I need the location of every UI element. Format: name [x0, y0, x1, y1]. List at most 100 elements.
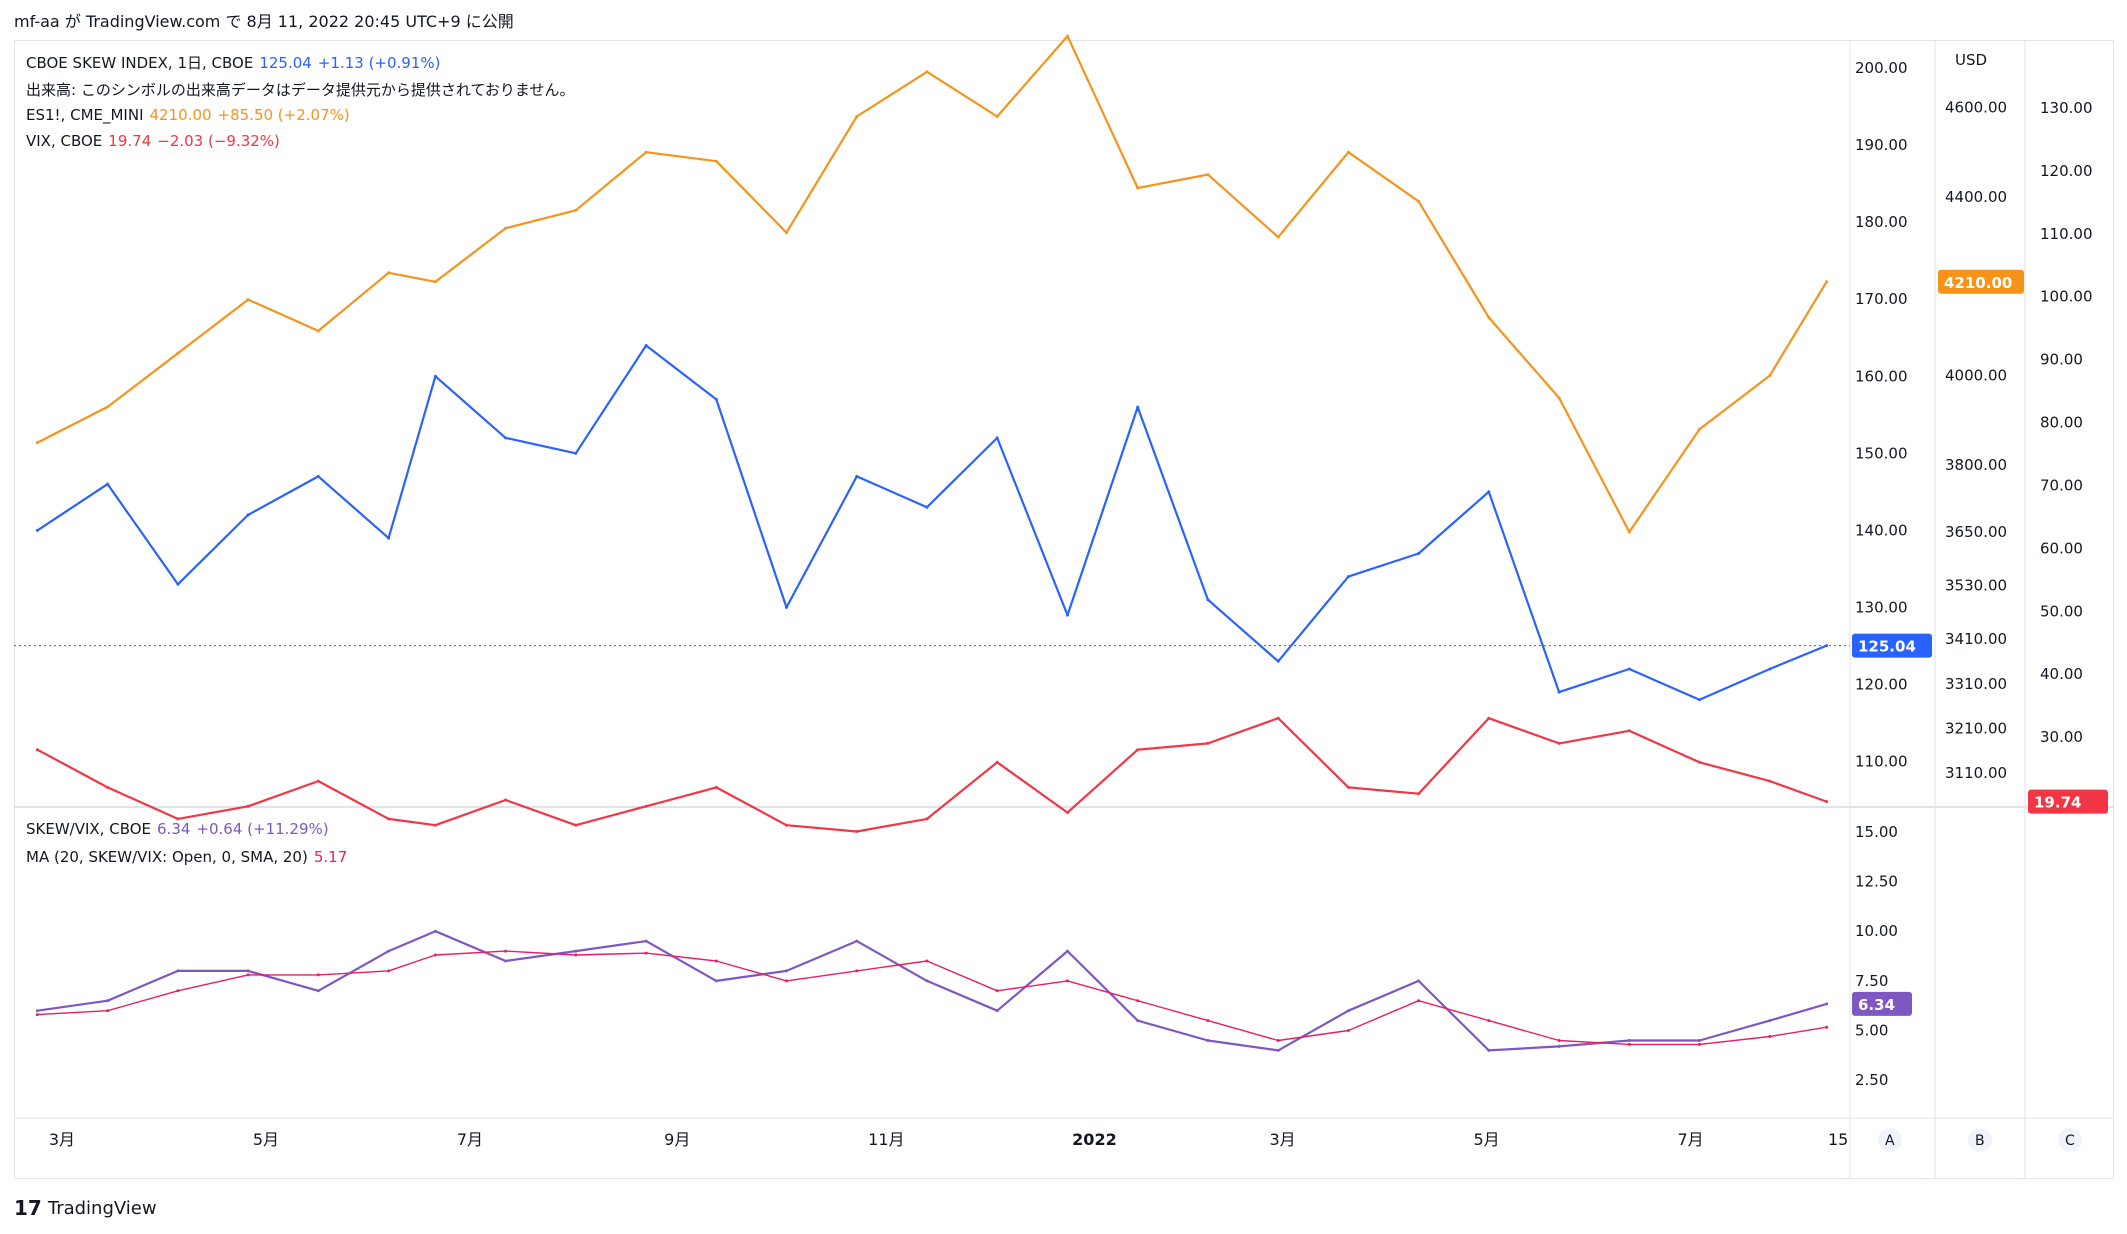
vix-axis-tick-label: 50.00 [2040, 602, 2083, 620]
legend-ratio: SKEW/VIX, CBOE 6.34 +0.64 (+11.29%) [26, 820, 335, 838]
ma-point [1768, 1035, 1772, 1038]
es-point [1136, 186, 1140, 190]
ratio-point [1768, 1019, 1772, 1023]
ratio-point [1627, 1039, 1631, 1042]
legend-vix: VIX, CBOE 19.74 −2.03 (−9.32%) [26, 132, 286, 150]
footer-brand-name: TradingView [47, 1197, 157, 1219]
ma-point [246, 973, 250, 977]
skew-point [1698, 698, 1701, 702]
ratio-axis-tick-label: 2.50 [1855, 1071, 1888, 1089]
ma-point [1346, 1029, 1350, 1032]
skew-point [574, 451, 578, 455]
skew-axis-tick-label: 190.00 [1855, 136, 1908, 154]
skew-axis-tick-label: 160.00 [1855, 367, 1908, 385]
ma-point [1066, 979, 1069, 983]
ma-point [1136, 999, 1140, 1003]
skew-axis-tick-label: 130.00 [1855, 598, 1908, 616]
skew-point [1066, 613, 1069, 617]
skew-point [176, 582, 180, 586]
es-badge [1938, 269, 2024, 294]
ma-point [925, 959, 929, 963]
es-point [855, 115, 859, 118]
ma-point [1206, 1019, 1210, 1023]
skew-point [785, 605, 788, 609]
ratio-point [1417, 979, 1421, 983]
ma-point [644, 951, 648, 955]
ratio-point [433, 929, 437, 933]
skew-point [995, 436, 999, 440]
vix-point [387, 817, 391, 821]
legend-vix-change: −2.03 (−9.32%) [157, 132, 280, 150]
es-point [644, 150, 648, 154]
skew-axis-tick-label: 180.00 [1855, 213, 1908, 231]
scale-button-b[interactable] [1968, 1128, 1992, 1152]
time-axis-tick-label: 3月 [1269, 1130, 1295, 1149]
ratio-point [1698, 1039, 1701, 1042]
skew-axis-tick-label: 200.00 [1855, 59, 1908, 77]
ma-point [316, 973, 320, 977]
es-point [995, 115, 999, 118]
ratio-point [504, 959, 508, 963]
ma-point [176, 989, 180, 993]
vix-badge [2028, 789, 2108, 814]
skew-point [1557, 690, 1561, 694]
es-point [1206, 173, 1210, 177]
scale-button-c[interactable] [2058, 1128, 2082, 1152]
skew-point [106, 482, 110, 486]
vix-axis-tick-label: 120.00 [2040, 162, 2093, 180]
skew-point [1206, 598, 1210, 602]
vix-point [995, 760, 999, 764]
ma-point [1825, 1025, 1829, 1029]
publish-header: mf-aa が TradingView.com で 8月 11, 2022 20… [14, 12, 514, 31]
vix-point [316, 779, 320, 783]
ratio-line [37, 930, 1827, 1052]
ratio-point [855, 939, 859, 943]
skew-axis-tick-label: 170.00 [1855, 290, 1908, 308]
ratio-axis-tick-label: 12.50 [1855, 873, 1898, 891]
ratio-point [785, 969, 788, 973]
skew-point [644, 344, 648, 347]
ratio-axis-tick-label: 7.50 [1855, 972, 1888, 990]
es-point [1066, 34, 1069, 38]
vix-point [35, 748, 39, 752]
ratio-badge-text: 6.34 [1858, 996, 1895, 1014]
es-axis-tick-label: 4600.00 [1945, 99, 2007, 117]
time-axis-tick-label: 9月 [664, 1130, 690, 1149]
es-point [1825, 280, 1829, 284]
legend-ratio-name: SKEW/VIX, CBOE [26, 820, 152, 838]
ratio-point [176, 969, 180, 973]
ratio-point [644, 939, 648, 943]
vix-point [1768, 779, 1772, 783]
skew-point [246, 513, 250, 517]
legend-ratio-change: +0.64 (+11.29%) [196, 820, 329, 838]
ma-line [37, 950, 1827, 1046]
vix-point [433, 823, 437, 827]
footer-brand[interactable]: 17 TradingView [14, 1196, 157, 1220]
vix-point [106, 785, 110, 789]
es-axis-tick-label: 3530.00 [1945, 577, 2007, 595]
legend-volume: 出来高: このシンボルの出来高データはデータ提供元から提供されておりません。 [26, 79, 580, 100]
skew-point [1276, 659, 1280, 663]
usd-label: USD [1955, 51, 1987, 69]
vix-point [504, 798, 508, 802]
time-axis-tick-label: 5月 [1474, 1130, 1500, 1149]
skew-point [1417, 552, 1421, 555]
time-axis-tick-label: 15 [1828, 1130, 1848, 1149]
vix-axis-tick-label: 70.00 [2040, 476, 2083, 494]
vix-point [1066, 811, 1069, 815]
skew-axis-tick-label: 150.00 [1855, 444, 1908, 462]
es-point [1487, 316, 1491, 319]
ma-point [387, 969, 391, 973]
ratio-point [1346, 1009, 1350, 1013]
ratio-point [1206, 1039, 1210, 1042]
skew-axis-tick-label: 120.00 [1855, 675, 1908, 693]
vix-point [855, 830, 859, 833]
vix-line [36, 717, 1827, 833]
es-point [176, 351, 180, 355]
scale-button-a[interactable] [1878, 1128, 1902, 1152]
scale-button-label: A [1885, 1133, 1895, 1149]
ma-point [106, 1009, 110, 1013]
es-point [316, 329, 320, 333]
vix-point [1206, 741, 1210, 745]
